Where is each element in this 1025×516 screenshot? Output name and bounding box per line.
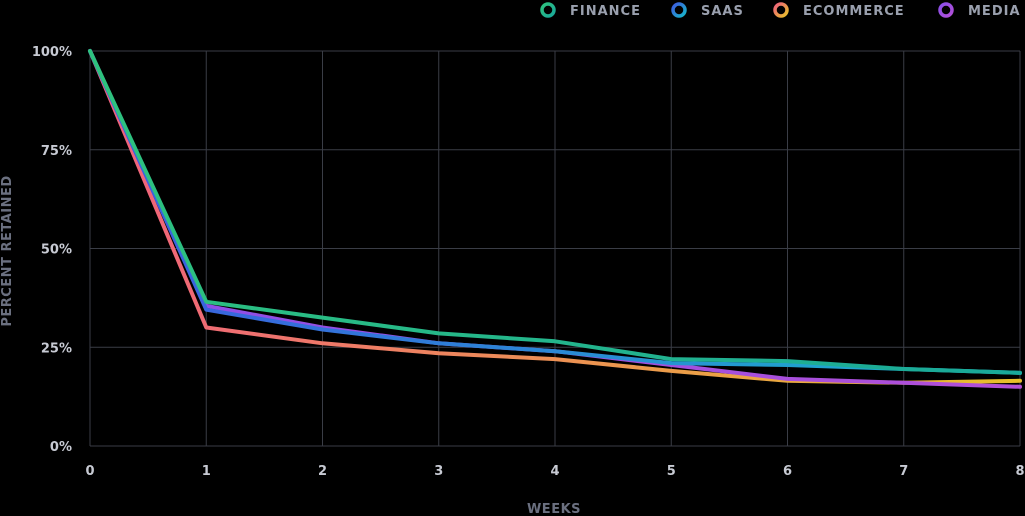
tick-labels: 0% 25% 50% 75% 100% 0 1 2 3 4 5 6 7 8 <box>32 45 1025 479</box>
legend-marker-media <box>938 2 954 18</box>
x-tick-label: 7 <box>899 464 908 479</box>
x-axis-title: WEEKS <box>527 502 581 516</box>
legend-label-saas: SAAS <box>701 4 744 19</box>
x-tick-label: 6 <box>783 464 792 479</box>
x-tick-label: 5 <box>667 464 676 479</box>
x-tick-label: 2 <box>318 464 327 479</box>
series-lines <box>88 49 1022 389</box>
legend-marker-finance <box>540 2 556 18</box>
x-tick-label: 3 <box>434 464 443 479</box>
x-tick-label: 8 <box>1015 464 1024 479</box>
legend-label-finance: FINANCE <box>570 4 641 19</box>
y-axis-title: PERCENT RETAINED <box>0 175 15 326</box>
x-tick-label: 4 <box>550 464 559 479</box>
legend-label-media: MEDIA <box>968 4 1021 19</box>
y-tick-label: 25% <box>41 341 72 356</box>
legend-label-ecommerce: ECOMMERCE <box>803 4 905 19</box>
legend: FINANCE SAAS ECOMMERCE MEDIA <box>540 2 1021 19</box>
legend-marker-saas <box>671 2 687 18</box>
y-tick-label: 50% <box>41 243 72 258</box>
legend-marker-ecommerce <box>773 2 789 18</box>
y-tick-label: 0% <box>50 440 72 455</box>
grid <box>89 50 1021 447</box>
series-line-finance <box>88 49 1022 375</box>
x-tick-label: 1 <box>202 464 211 479</box>
x-tick-label: 0 <box>85 464 94 479</box>
y-tick-label: 100% <box>32 45 72 60</box>
y-tick-label: 75% <box>41 144 72 159</box>
